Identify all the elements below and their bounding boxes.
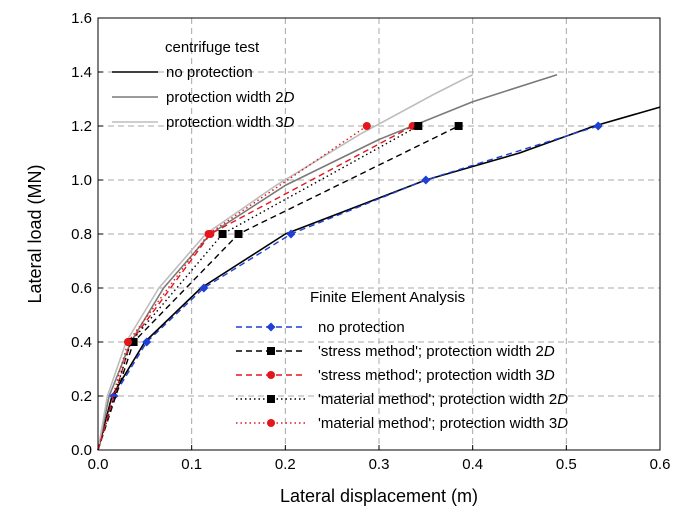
legend-entry: 'material method'; protection width 2D [236, 391, 568, 408]
data-point [267, 347, 275, 355]
legend-entry: no protection [112, 64, 253, 81]
series-layer [97, 73, 661, 451]
legend-label: 'material method'; protection width 2D [318, 391, 568, 408]
legend-entry: protection width 2D [112, 89, 295, 106]
y-axis-title: Lateral load (MN) [25, 164, 45, 303]
x-tick-label: 0.4 [462, 456, 483, 473]
legend-label: protection width 3D [166, 114, 295, 131]
y-tick-label: 1.4 [71, 64, 92, 81]
legend-entry: no protection [236, 319, 405, 336]
data-point [593, 121, 603, 131]
legends: centrifuge test no protection protection w… [112, 39, 568, 432]
data-point [109, 391, 119, 401]
legend-label: 'stress method'; protection width 3D [318, 367, 555, 384]
y-tick-label: 0.4 [71, 334, 92, 351]
series-3 [97, 121, 603, 451]
data-point [218, 230, 227, 238]
series-line [97, 125, 368, 451]
y-tick-label: 1.2 [71, 118, 92, 135]
x-tick-label: 0.2 [275, 456, 296, 473]
legend-title-centrifuge: centrifuge test [165, 39, 260, 56]
y-tick-label: 0.2 [71, 388, 92, 405]
legend-entry: 'stress method'; protection width 3D [236, 367, 555, 384]
data-point [267, 371, 275, 379]
series-line [97, 125, 414, 451]
legend-entry: 'stress method'; protection width 2D [236, 343, 555, 360]
x-tick-label: 0.6 [650, 456, 671, 473]
grid [98, 18, 660, 450]
data-point [204, 230, 213, 238]
ticks: 0.0 0.1 0.2 0.3 0.4 0.5 0.6 0.0 0.2 0.4 0.6 0.8 1.0 1… [71, 10, 670, 473]
legend-label: protection width 2D [166, 89, 295, 106]
data-point [454, 122, 463, 130]
data-point [362, 122, 371, 130]
data-point [267, 419, 275, 427]
data-point [142, 337, 152, 347]
legend-entry: 'material method'; protection width 3D [236, 415, 568, 432]
data-point [267, 395, 275, 403]
y-tick-label: 1.0 [71, 172, 92, 189]
x-tick-label: 0.5 [556, 456, 577, 473]
series-7 [97, 122, 371, 451]
x-tick-label: 0.0 [88, 456, 109, 473]
legend-entry: protection width 3D [112, 114, 295, 131]
data-point [234, 230, 243, 238]
data-point [123, 338, 132, 346]
data-point [266, 322, 276, 332]
data-point [414, 122, 423, 130]
series-0 [97, 106, 661, 451]
legend-label: 'material method'; protection width 3D [318, 415, 568, 432]
series-line [97, 106, 661, 451]
y-tick-label: 0.0 [71, 442, 92, 459]
y-tick-label: 0.6 [71, 280, 92, 297]
x-tick-label: 0.3 [369, 456, 390, 473]
x-tick-label: 0.1 [181, 456, 202, 473]
data-point [286, 229, 296, 239]
y-tick-label: 0.8 [71, 226, 92, 243]
legend-label: 'stress method'; protection width 2D [318, 343, 555, 360]
legend-label: no protection [166, 64, 253, 81]
y-tick-label: 1.6 [71, 10, 92, 27]
data-point [421, 175, 431, 185]
x-axis-title: Lateral displacement (m) [280, 486, 478, 506]
data-point [199, 283, 209, 293]
legend-title-fea: Finite Element Analysis [310, 289, 465, 306]
legend-group-0: centrifuge test no protection protection w… [112, 39, 295, 131]
legend-label: no protection [318, 319, 405, 336]
legend-group-1: Finite Element Analysis no protection 'str… [236, 289, 568, 432]
